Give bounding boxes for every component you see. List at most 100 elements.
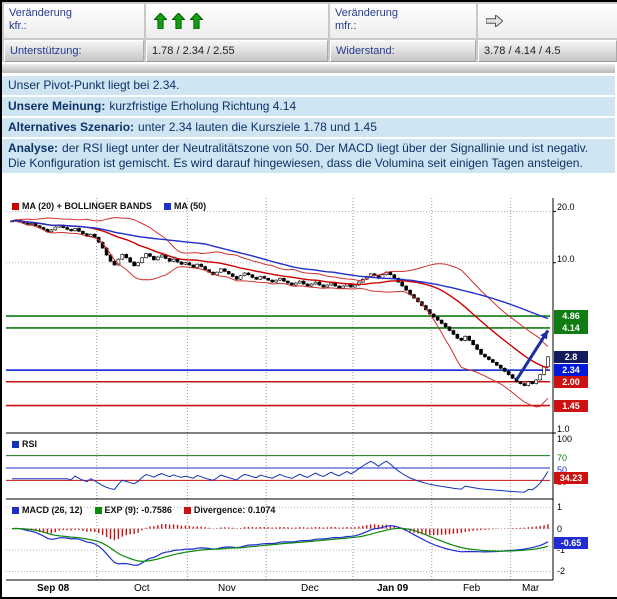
candle-body bbox=[132, 261, 136, 267]
candle-body bbox=[92, 233, 97, 238]
candle-body bbox=[530, 381, 535, 384]
candle-body bbox=[392, 274, 397, 279]
candle-body bbox=[29, 223, 34, 225]
signal-swatch bbox=[94, 506, 102, 514]
candle-body bbox=[290, 282, 294, 286]
price-level-badge: 4.14 bbox=[554, 321, 588, 334]
price-level-badge: 1.45 bbox=[554, 399, 588, 412]
candle-body bbox=[120, 254, 125, 260]
candle-body bbox=[53, 226, 58, 231]
candle-body bbox=[136, 262, 140, 267]
candle-body bbox=[388, 271, 393, 276]
change-mid-term-label-line2: mfr.: bbox=[335, 20, 357, 32]
candle-body bbox=[191, 264, 196, 268]
macd-line bbox=[11, 525, 549, 566]
alternative-text: unter 2.34 lauten die Kursziele 1.78 und… bbox=[138, 120, 377, 134]
candle-body bbox=[37, 225, 42, 228]
candle-body bbox=[278, 278, 282, 281]
candle-body bbox=[498, 364, 503, 369]
x-axis-month-label: Feb bbox=[463, 583, 481, 594]
opinion-label: Unsere Meinung: bbox=[8, 99, 106, 113]
candle-body bbox=[159, 254, 164, 258]
candle-body bbox=[266, 278, 270, 281]
x-axis-month-label: Oct bbox=[134, 583, 150, 594]
candle-body bbox=[175, 258, 180, 263]
candle-body bbox=[148, 253, 152, 257]
candle-body bbox=[203, 266, 207, 271]
candle-body bbox=[455, 333, 460, 339]
ma20-bollinger-swatch bbox=[12, 202, 19, 210]
macd-axis-tick-label: -1 bbox=[557, 545, 566, 556]
candle-body bbox=[282, 278, 286, 282]
ma50-label: MA (50) bbox=[173, 201, 207, 211]
candle-body bbox=[538, 374, 542, 381]
candle-body bbox=[49, 229, 54, 233]
support-label: Unterstützung: bbox=[4, 40, 144, 62]
x-axis-month-label: Sep 08 bbox=[37, 583, 70, 594]
bollinger-lower-line bbox=[11, 220, 549, 408]
analysis-label: Analyse: bbox=[8, 141, 59, 155]
rsi-axis-tick-label: 50 bbox=[557, 465, 568, 475]
price-level-badge: 2.8 bbox=[554, 350, 588, 363]
price-level-badge: 2.00 bbox=[554, 375, 588, 388]
candle-body bbox=[179, 261, 184, 265]
change-mid-term-label-line1: Veränderung bbox=[335, 7, 398, 19]
candle-body bbox=[467, 335, 471, 341]
change-mid-term-arrow bbox=[478, 4, 617, 38]
legend-item-macd: MACD (26, 12) bbox=[12, 505, 83, 515]
candle-body bbox=[195, 263, 200, 268]
rsi-axis-tick-label: 70 bbox=[557, 452, 568, 463]
candle-body bbox=[246, 272, 251, 276]
macd-legend: MACD (26, 12) EXP (9): -0.7586 Divergenc… bbox=[12, 505, 275, 515]
candle-body bbox=[526, 381, 531, 386]
candle-body bbox=[270, 279, 274, 283]
price-level-badge: 2.34 bbox=[554, 364, 588, 377]
candle-body bbox=[128, 257, 133, 263]
x-axis-month-label: Nov bbox=[218, 583, 236, 594]
price-axis-tick-label: 10.0 bbox=[557, 253, 575, 264]
candle-body bbox=[321, 284, 326, 288]
analysis-sentence: Analyse: der RSI liegt unter der Neutrali… bbox=[2, 139, 615, 173]
chart-canvas bbox=[6, 198, 556, 581]
opinion-sentence: Unsere Meinung: kurzfristige Erholung Ric… bbox=[2, 97, 615, 116]
candle-body bbox=[230, 273, 235, 277]
pivot-sentence-text: Unser Pivot-Punkt liegt bei 2.34. bbox=[8, 78, 180, 92]
resistance-label: Widerstand: bbox=[330, 40, 476, 62]
divergence-label: Divergence: 0.1074 bbox=[193, 505, 276, 515]
legend-item-rsi: RSI bbox=[12, 439, 37, 449]
rsi-swatch bbox=[12, 440, 19, 448]
candle-body bbox=[506, 371, 511, 375]
candle-body bbox=[73, 228, 77, 232]
candle-body bbox=[305, 283, 310, 287]
support-values: 1.78 / 2.34 / 2.55 bbox=[146, 40, 328, 62]
candle-body bbox=[25, 222, 30, 225]
right-arrow-icon bbox=[486, 15, 503, 27]
ma50-line bbox=[11, 219, 549, 320]
candle-body bbox=[542, 366, 546, 375]
candle-body bbox=[431, 313, 436, 318]
candle-body bbox=[140, 257, 144, 264]
signal-line bbox=[11, 527, 549, 563]
candle-body bbox=[33, 223, 38, 227]
candle-body bbox=[447, 326, 452, 331]
x-axis-month-label: Jan 09 bbox=[377, 583, 409, 594]
rsi-line bbox=[12, 460, 549, 493]
candle-body bbox=[223, 268, 227, 272]
change-mid-term-label: Veränderung mfr.: bbox=[330, 4, 476, 38]
ma20-line bbox=[11, 219, 549, 369]
candle-body bbox=[341, 285, 345, 289]
macd-axis-tick-label: -2 bbox=[557, 566, 566, 577]
candle-body bbox=[301, 280, 306, 285]
alternative-label: Alternatives Szenario: bbox=[8, 120, 135, 134]
signal-label: EXP (9): -0.7586 bbox=[104, 505, 172, 515]
candle-body bbox=[479, 349, 483, 355]
candle-body bbox=[171, 258, 176, 262]
candle-body bbox=[325, 284, 330, 288]
candle-body bbox=[475, 344, 479, 350]
candle-body bbox=[459, 337, 464, 341]
technical-chart: MA (20) + BOLLINGER BANDS MA (50) RSI MA… bbox=[2, 190, 615, 594]
candle-body bbox=[333, 282, 337, 287]
candle-body bbox=[522, 383, 527, 386]
ma50-swatch bbox=[163, 202, 171, 210]
candle-body bbox=[337, 285, 341, 289]
